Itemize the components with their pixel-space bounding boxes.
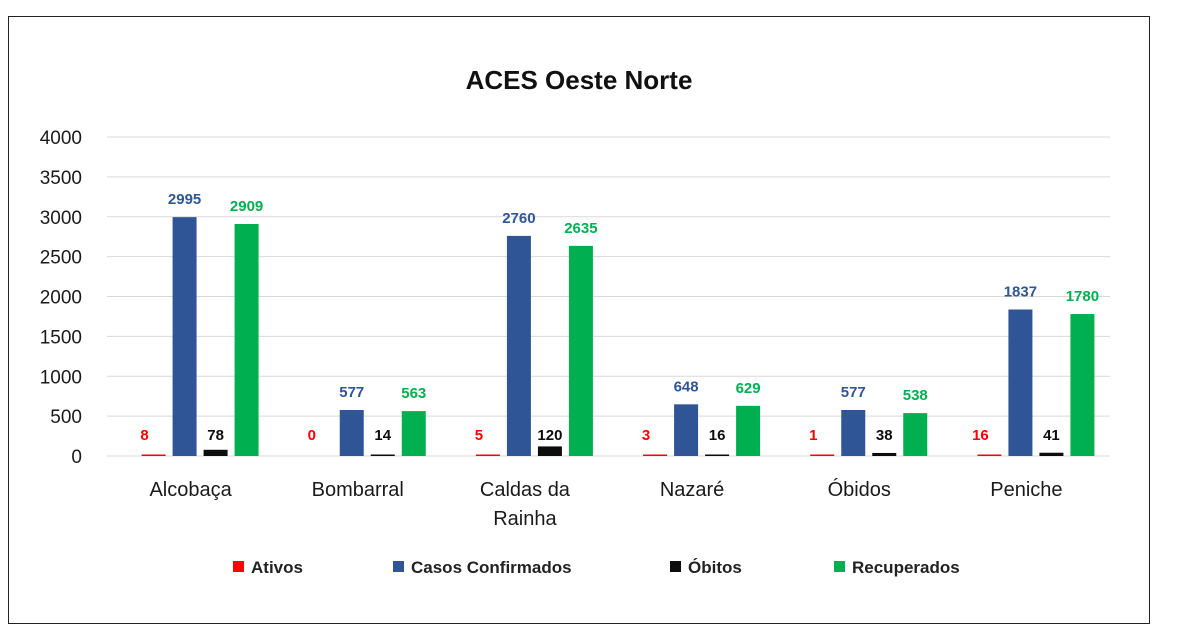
data-label: 2995 bbox=[168, 191, 201, 208]
data-label: 2909 bbox=[230, 198, 263, 215]
y-tick-label: 2000 bbox=[40, 288, 82, 309]
bar-recuperados bbox=[903, 413, 928, 456]
y-tick-label: 4000 bbox=[40, 128, 82, 149]
data-label: 78 bbox=[207, 427, 224, 444]
data-label: 16 bbox=[972, 427, 989, 444]
bar-recuperados bbox=[1070, 314, 1095, 456]
data-label: 1 bbox=[809, 427, 817, 444]
bar-óbitos bbox=[705, 454, 730, 456]
data-label: 629 bbox=[736, 380, 761, 397]
data-label: 577 bbox=[841, 384, 866, 401]
bar-óbitos bbox=[1039, 452, 1064, 456]
x-tick-label: Alcobaça bbox=[149, 479, 232, 501]
data-label: 120 bbox=[537, 427, 562, 444]
legend-label: Casos Confirmados bbox=[411, 558, 572, 577]
y-tick-label: 1500 bbox=[40, 327, 82, 348]
data-label: 3 bbox=[642, 427, 650, 444]
data-label: 563 bbox=[401, 385, 426, 402]
bar-casos-confirmados bbox=[172, 217, 197, 456]
y-tick-label: 0 bbox=[71, 447, 82, 468]
legend-label: Recuperados bbox=[852, 558, 960, 577]
data-label: 1780 bbox=[1066, 288, 1099, 305]
bar-óbitos bbox=[537, 446, 562, 456]
bar-casos-confirmados bbox=[841, 409, 866, 456]
data-label: 1837 bbox=[1004, 283, 1037, 300]
legend-swatch bbox=[670, 561, 681, 572]
legend-swatch bbox=[233, 561, 244, 572]
bar-casos-confirmados bbox=[506, 235, 531, 456]
data-label: 5 bbox=[475, 427, 483, 444]
bar-ativos bbox=[977, 454, 1002, 456]
data-label: 0 bbox=[308, 427, 316, 444]
bar-casos-confirmados bbox=[674, 404, 699, 456]
data-label: 2635 bbox=[564, 220, 597, 237]
bar-óbitos bbox=[203, 449, 228, 456]
bar-recuperados bbox=[234, 224, 259, 456]
bar-ativos bbox=[475, 454, 500, 456]
y-tick-label: 500 bbox=[50, 407, 82, 428]
x-tick-label: Óbidos bbox=[828, 478, 891, 501]
bar-recuperados bbox=[736, 405, 761, 456]
data-label: 38 bbox=[876, 427, 893, 444]
data-label: 648 bbox=[674, 378, 699, 395]
y-tick-label: 3000 bbox=[40, 208, 82, 229]
x-tick-label: Peniche bbox=[990, 479, 1062, 501]
y-tick-label: 1000 bbox=[40, 367, 82, 388]
x-tick-label: Rainha bbox=[493, 508, 557, 530]
bar-casos-confirmados bbox=[1008, 309, 1033, 456]
bar-recuperados bbox=[568, 245, 593, 456]
data-label: 8 bbox=[140, 427, 148, 444]
bar-casos-confirmados bbox=[339, 409, 364, 456]
legend-label: Óbitos bbox=[688, 558, 742, 577]
bar-ativos bbox=[141, 454, 166, 456]
y-tick-label: 2500 bbox=[40, 248, 82, 269]
bar-ativos bbox=[810, 454, 835, 456]
data-label: 41 bbox=[1043, 427, 1060, 444]
data-label: 14 bbox=[374, 427, 391, 444]
x-tick-label: Bombarral bbox=[312, 479, 404, 501]
bar-óbitos bbox=[872, 452, 897, 456]
legend-swatch bbox=[393, 561, 404, 572]
data-label: 577 bbox=[339, 384, 364, 401]
x-tick-label: Nazaré bbox=[660, 479, 724, 501]
x-tick-label: Caldas da bbox=[480, 479, 571, 501]
data-label: 2760 bbox=[502, 210, 535, 227]
data-label: 538 bbox=[903, 387, 928, 404]
chart-title: ACES Oeste Norte bbox=[466, 65, 693, 95]
data-label: 16 bbox=[709, 427, 726, 444]
bar-ativos bbox=[643, 454, 668, 456]
y-tick-label: 3500 bbox=[40, 168, 82, 189]
bar-recuperados bbox=[401, 411, 426, 456]
bar-óbitos bbox=[370, 454, 395, 456]
legend-label: Ativos bbox=[251, 558, 303, 577]
legend-swatch bbox=[834, 561, 845, 572]
